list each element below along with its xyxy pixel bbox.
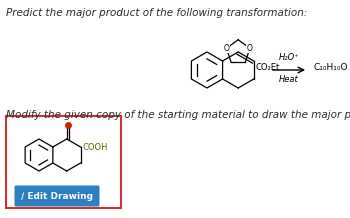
Text: Heat: Heat xyxy=(279,75,299,84)
Text: C₁₀H₁₀O: C₁₀H₁₀O xyxy=(313,63,348,73)
Text: CO₂Et: CO₂Et xyxy=(256,63,280,72)
Text: ∕ Edit Drawing: ∕ Edit Drawing xyxy=(21,191,93,201)
Text: COOH: COOH xyxy=(83,143,108,152)
Text: Modify the given copy of the starting material to draw the major product.: Modify the given copy of the starting ma… xyxy=(6,110,350,120)
Text: O: O xyxy=(224,44,230,53)
FancyBboxPatch shape xyxy=(14,186,99,206)
Bar xyxy=(6,116,121,208)
Text: H₂O⁺: H₂O⁺ xyxy=(279,53,299,62)
Text: O: O xyxy=(247,44,253,53)
Text: Predict the major product of the following transformation:: Predict the major product of the followi… xyxy=(6,8,307,18)
